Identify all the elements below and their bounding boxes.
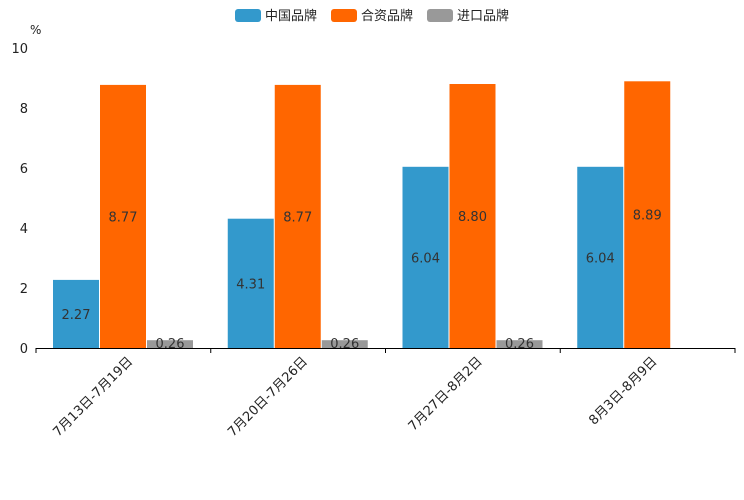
legend: 中国品牌 合资品牌 进口品牌 <box>235 8 509 24</box>
bar-value-label: 2.27 <box>62 308 91 323</box>
bar <box>227 218 274 348</box>
bar-value-label: 0.26 <box>505 337 534 352</box>
y-tick-label: 2 <box>20 282 28 297</box>
bar <box>496 340 543 348</box>
y-tick-label: 6 <box>20 162 28 177</box>
legend-label: 进口品牌 <box>457 8 509 24</box>
bar <box>402 166 449 348</box>
bar <box>624 81 671 349</box>
bar-value-label: 8.80 <box>458 210 487 225</box>
x-tick-label: 7月20日-7月26日 <box>225 354 311 440</box>
bar-value-label: 0.26 <box>330 337 359 352</box>
legend-swatch <box>331 9 357 22</box>
x-tick-label: 7月13日-7月19日 <box>50 354 136 440</box>
bar-value-label: 8.89 <box>633 209 662 224</box>
bar <box>53 279 99 348</box>
bar <box>449 84 496 348</box>
y-tick-label: 0 <box>20 342 28 357</box>
legend-swatch <box>427 9 453 22</box>
legend-label: 合资品牌 <box>361 8 413 24</box>
bar <box>100 84 146 349</box>
bar <box>577 166 624 348</box>
legend-item[interactable]: 合资品牌 <box>331 8 413 24</box>
x-axis: 7月13日-7月19日 7月20日-7月26日 7月27日-8月2日 8月3日-8月9… <box>35 348 736 440</box>
legend-item[interactable]: 中国品牌 <box>235 8 317 24</box>
bar-value-label: 8.77 <box>283 210 312 225</box>
y-tick-label: 8 <box>20 102 28 117</box>
bar-value-label: 6.04 <box>411 251 440 266</box>
bar-value-label: 8.77 <box>109 210 138 225</box>
legend-swatch <box>235 9 261 22</box>
bar-value-label: 6.04 <box>586 251 615 266</box>
y-tick-label: 10 <box>11 42 28 57</box>
legend-label: 中国品牌 <box>265 8 317 24</box>
y-axis: 0 2 4 6 8 10 <box>11 42 28 357</box>
y-axis-unit-label: % <box>30 23 41 37</box>
bar <box>321 340 368 348</box>
bars <box>53 81 671 349</box>
bar <box>274 84 321 349</box>
bar-labels: 2.27 4.31 6.04 6.04 8.77 8.77 8.80 8.89 0.26 0.26… <box>62 209 662 352</box>
bar <box>147 340 193 348</box>
bar-value-label: 4.31 <box>236 277 265 292</box>
bar-value-label: 0.26 <box>156 337 185 352</box>
y-tick-label: 4 <box>20 222 28 237</box>
legend-item[interactable]: 进口品牌 <box>427 8 509 24</box>
x-tick-label: 7月27日-8月2日 <box>406 354 486 434</box>
x-tick-label: 8月3日-8月9日 <box>586 354 660 428</box>
